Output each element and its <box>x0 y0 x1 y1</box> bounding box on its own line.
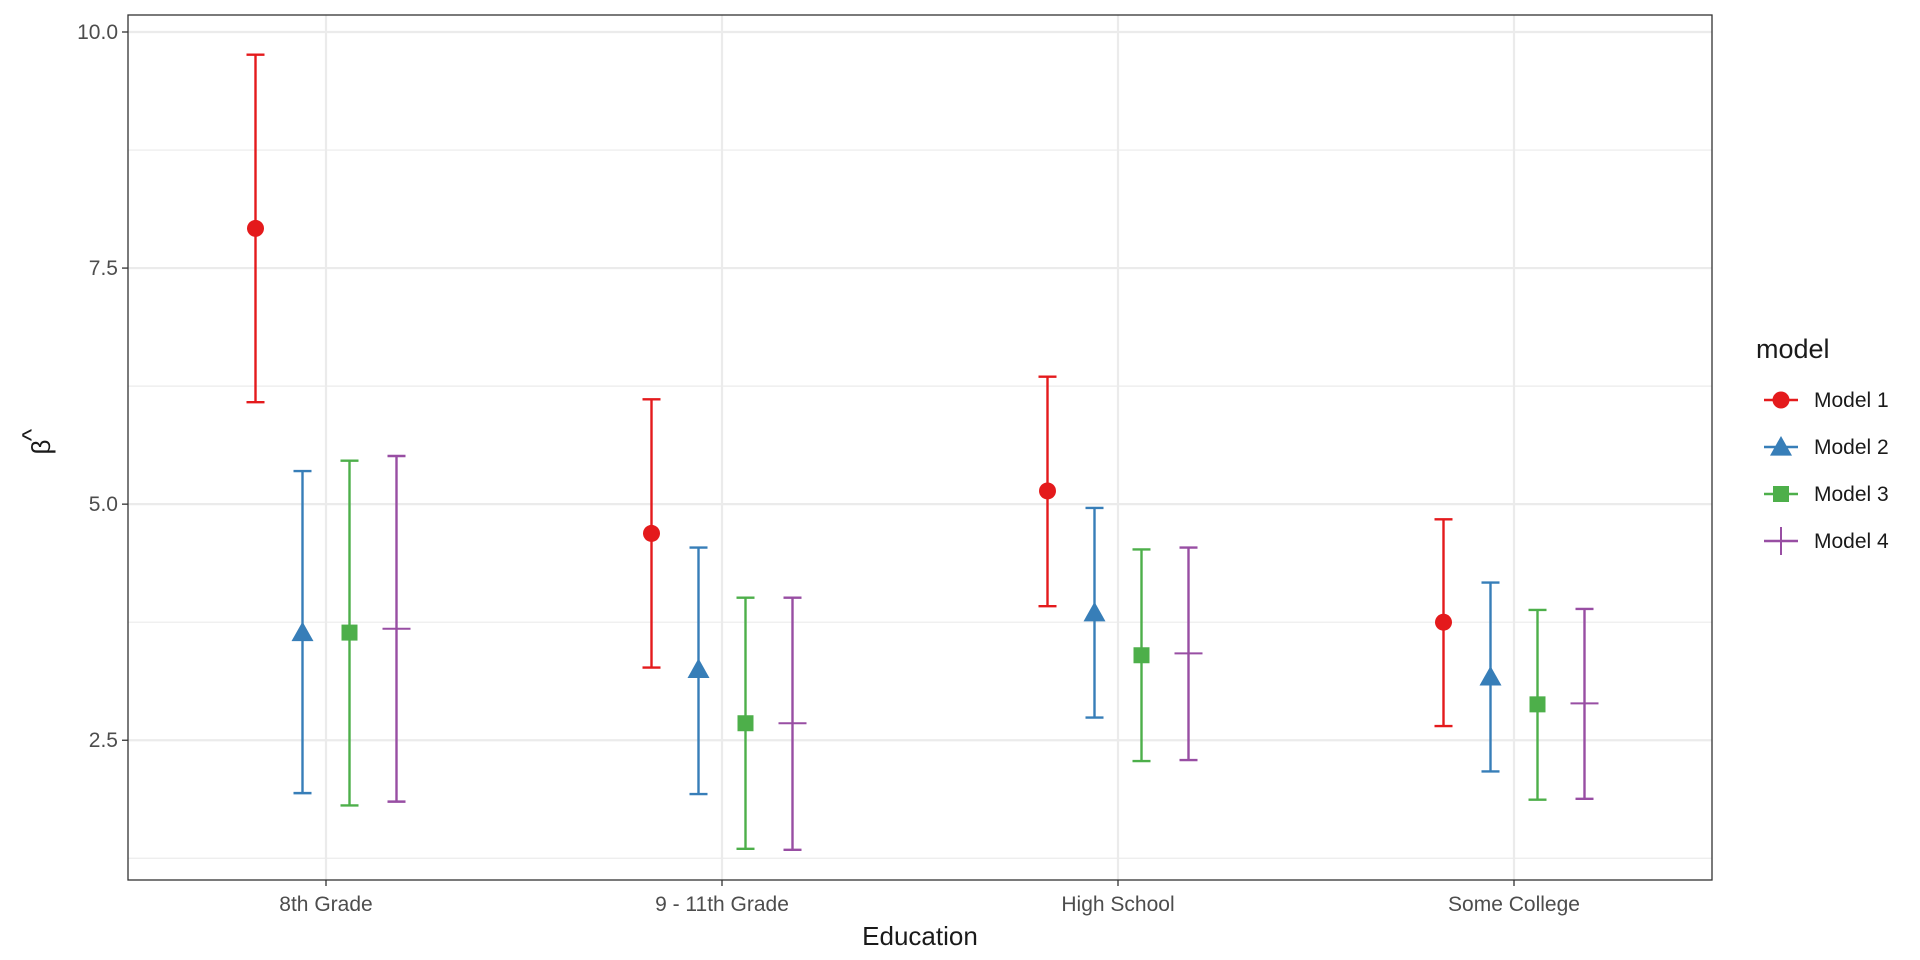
x-tick-label: 9 - 11th Grade <box>655 893 789 916</box>
data-point <box>737 715 754 732</box>
data-point <box>1435 613 1452 631</box>
data-point <box>1174 639 1203 668</box>
legend-key-symbol <box>1770 436 1792 456</box>
data-point <box>643 524 660 542</box>
y-axis: 2.5 5.0 7.5 10.0 <box>77 21 128 752</box>
data-point <box>778 709 807 738</box>
data-point <box>687 658 710 678</box>
y-tick-label: 10.0 <box>77 21 118 44</box>
legend-item: Model 1 <box>1764 389 1889 412</box>
legend-item: Model 4 <box>1764 527 1889 555</box>
legend-label: Model 2 <box>1814 436 1889 459</box>
legend-item: Model 3 <box>1764 483 1889 506</box>
legend-item: Model 2 <box>1764 436 1889 459</box>
y-tick-label: 2.5 <box>89 729 118 752</box>
data-point <box>1570 689 1599 718</box>
legend-key-symbol <box>1773 486 1789 502</box>
y-axis-title: ^ β <box>16 428 56 454</box>
y-tick-label: 7.5 <box>89 257 118 280</box>
y-tick-label: 5.0 <box>89 493 118 516</box>
data-point <box>341 624 358 641</box>
x-axis-title: Education <box>862 921 978 951</box>
x-tick-label: 8th Grade <box>279 893 372 916</box>
data-point <box>291 621 314 642</box>
grid-major <box>128 15 1712 880</box>
legend-title: model <box>1756 334 1830 364</box>
x-axis: 8th Grade 9 - 11th Grade High School Some C… <box>279 880 1580 916</box>
legend-label: Model 4 <box>1814 530 1889 553</box>
legend-label: Model 1 <box>1814 389 1889 412</box>
data-point <box>1479 665 1502 686</box>
legend: Model 1 Model 2 Model 3 Model 4 <box>1764 389 1889 555</box>
data-point <box>247 219 264 237</box>
legend-label: Model 3 <box>1814 483 1889 506</box>
y-axis-title-hat: ^ <box>16 428 46 441</box>
y-axis-title-beta: β <box>26 440 56 455</box>
x-tick-label: Some College <box>1448 893 1580 916</box>
data-point <box>382 614 411 643</box>
data-marks <box>246 53 1599 851</box>
legend-key-symbol <box>1767 527 1795 555</box>
data-point <box>1529 696 1546 713</box>
data-point <box>1133 647 1150 664</box>
x-tick-label: High School <box>1061 893 1174 916</box>
legend-key-symbol <box>1772 391 1790 409</box>
plot-background <box>128 15 1712 880</box>
data-point <box>1039 482 1056 500</box>
data-point <box>1083 601 1106 622</box>
plot-border <box>127 14 1713 881</box>
